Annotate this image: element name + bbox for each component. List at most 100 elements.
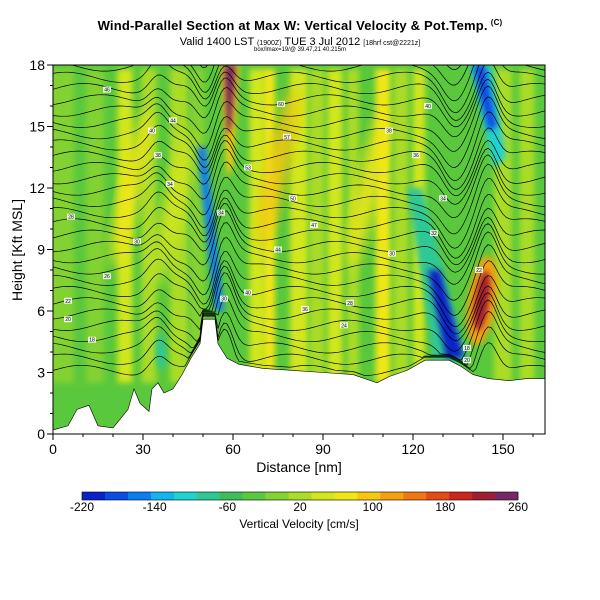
contour-label-bg [346, 299, 354, 306]
contour-label: 24 [341, 323, 347, 329]
contour-label-bg [244, 289, 252, 296]
contour-label-bg [148, 127, 156, 134]
downdraft-inner [473, 65, 497, 131]
theta-contour [53, 194, 545, 259]
field-streak [519, 69, 535, 383]
downdraft-inner [156, 334, 166, 370]
contour-label-bg [463, 344, 471, 351]
contour-label-bg [169, 117, 177, 124]
theta-contour [53, 283, 545, 352]
theta-contour [53, 314, 545, 369]
contour-label: 38 [155, 153, 161, 159]
theta-contour [53, 244, 545, 316]
contour-label-bg [301, 305, 309, 312]
x-axis-label: Distance [nm] [256, 459, 342, 475]
contour-label: 28 [347, 301, 353, 307]
colorbar-tick-label: 260 [508, 500, 528, 514]
y-tick-label: 18 [29, 57, 45, 73]
theta-contour [53, 222, 545, 285]
colorbar-swatch [426, 492, 450, 500]
x-tick-label: 30 [135, 441, 151, 457]
contour-label: 60 [278, 102, 284, 108]
theta-contour [53, 260, 545, 328]
downdraft-core [470, 65, 506, 168]
chart-subsubtitle: box/lmax=19/@ 39.47,21 40.215m [254, 47, 346, 53]
contour-label-bg [133, 238, 141, 245]
colorbar-swatch [265, 492, 289, 500]
contour-label: 57 [284, 135, 290, 141]
terrain [52, 318, 546, 435]
contour-label: 40 [425, 104, 431, 110]
contour-label-bg [64, 316, 72, 323]
colorbar-swatch [357, 492, 381, 500]
contour-label-bg [244, 164, 252, 171]
theta-contour [199, 65, 462, 71]
updraft-band [258, 89, 298, 246]
contour-label-bg [439, 195, 447, 202]
chart-subtitle: Valid 1400 LST (1900Z) TUE 3 Jul 2012 [1… [179, 36, 421, 48]
contour-label-bg [274, 246, 282, 253]
contour-label: 38 [386, 129, 392, 135]
contour-label: 26 [104, 274, 110, 280]
potential-temperature-contours [53, 65, 545, 376]
colorbar-swatch [288, 492, 312, 500]
contour-labels: 46 40 44 38 34 28 30 26 22 20 18 60 57 53 50 47 44 40 36 34… [64, 86, 483, 364]
contour-label: 32 [431, 231, 437, 237]
contour-label: 34 [167, 182, 173, 188]
updraft-band [348, 109, 388, 267]
contour-label: 47 [311, 223, 317, 229]
theta-contour [53, 147, 545, 205]
updraft-band [153, 130, 193, 287]
colorbar-label: Vertical Velocity [cm/s] [239, 517, 358, 531]
theta-contour [53, 177, 545, 249]
contour-label-bg [412, 152, 420, 159]
colorbar-swatch [472, 492, 496, 500]
colorbar-tick-label: 100 [363, 500, 383, 514]
theta-contour [53, 265, 545, 335]
contour-label-bg [430, 230, 438, 237]
colorbar-swatch [380, 492, 404, 500]
theta-contour [53, 154, 545, 219]
colorbar-swatch [242, 492, 266, 500]
contour-label-bg [277, 100, 285, 107]
colorbar-tick-label: 20 [293, 500, 307, 514]
contour-label-bg [217, 209, 225, 216]
contour-label: 40 [245, 291, 251, 297]
contour-label: 40 [149, 129, 155, 135]
updraft-inner [473, 271, 491, 331]
contour-label: 53 [245, 166, 251, 172]
contour-label-bg [166, 180, 174, 187]
y-tick-label: 9 [37, 242, 45, 258]
field-streak [290, 69, 308, 383]
downdraft-core [156, 334, 166, 370]
field-streak [53, 69, 74, 383]
contour-label: 34 [218, 211, 224, 217]
downdraft-inner [428, 270, 464, 359]
colorbar-tick-label: -140 [143, 500, 167, 514]
theta-contour [53, 315, 545, 376]
contour-label: 22 [476, 268, 482, 274]
contour-label: 30 [389, 252, 395, 258]
updraft-core [348, 109, 388, 267]
contour-label: 18 [89, 338, 95, 344]
contour-label: 36 [302, 307, 308, 313]
colorbar-swatch [495, 492, 519, 500]
y-tick-label: 0 [37, 426, 45, 442]
contour-label-bg [340, 322, 348, 329]
theta-contour [53, 85, 545, 152]
x-tick-label: 90 [315, 441, 331, 457]
contour-label-bg [388, 250, 396, 257]
x-tick-label: 60 [225, 441, 241, 457]
theta-contour [53, 96, 545, 168]
contour-label: 28 [68, 215, 74, 221]
colorbar-swatch [196, 492, 220, 500]
colorbar-tick-label: 180 [435, 500, 455, 514]
contour-label-bg [220, 295, 228, 302]
chart-title: Wind-Parallel Section at Max W: Vertical… [97, 18, 503, 33]
contour-label-bg [88, 336, 96, 343]
x-tick-label: 0 [49, 441, 57, 457]
contour-label-bg [103, 86, 111, 93]
colorbar-frame [81, 491, 519, 501]
theta-contour [53, 272, 545, 341]
